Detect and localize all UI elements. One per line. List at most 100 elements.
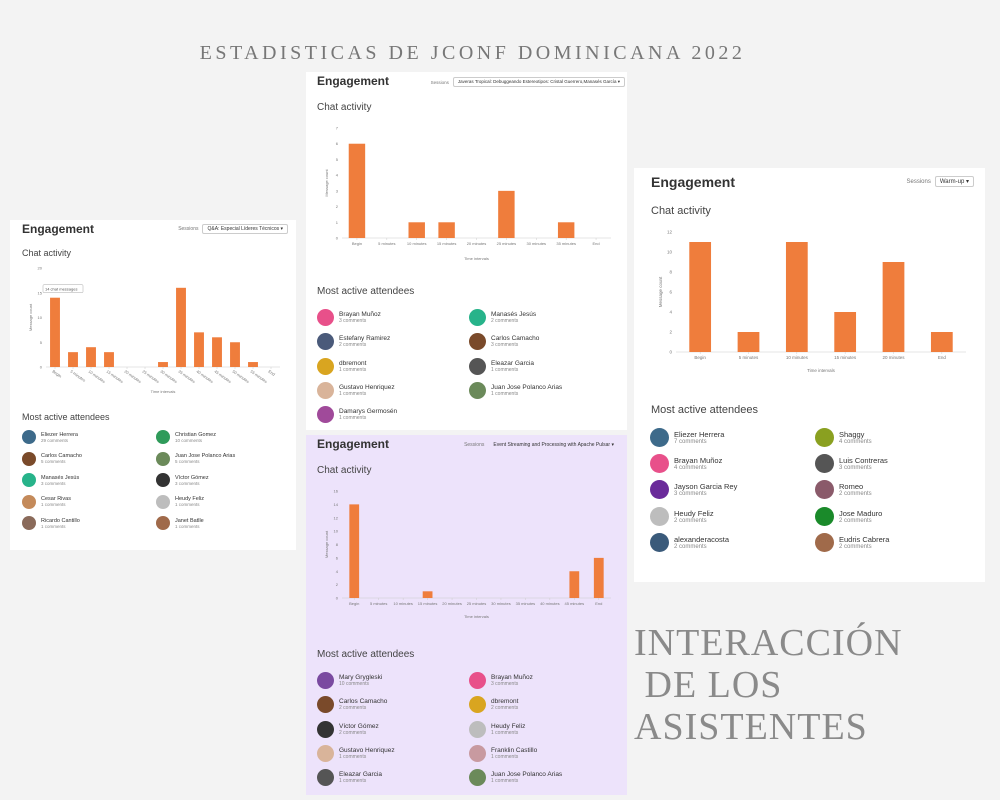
bar — [349, 504, 360, 598]
session-dropdown[interactable]: Event Streaming and Processing with Apac… — [488, 440, 619, 450]
attendee-item: Carlos Camacho 2 comments — [317, 696, 387, 714]
x-tick-label: 20 minutes — [442, 601, 462, 606]
bar — [737, 332, 760, 352]
attendee-comment-count: 1 comments — [339, 778, 367, 785]
attendee-item: Eudris Cabrera 2 comments — [815, 532, 889, 552]
bar — [834, 312, 857, 352]
attendee-comment-count: 1 comments — [339, 390, 367, 397]
avatar — [469, 720, 486, 738]
x-tick-label: 15 minutes — [418, 601, 438, 606]
avatar — [469, 672, 486, 689]
avatar — [317, 720, 334, 738]
x-tick-label: End — [595, 601, 602, 606]
attendee-name: Estefany Ramirez — [339, 335, 391, 343]
attendee-comment-count: 2 comments — [839, 543, 872, 550]
attendee-name: Heudy Feliz — [674, 508, 714, 518]
tooltip-text: 14 chat messages — [45, 287, 77, 292]
attendee-comment-count: 2 comments — [839, 491, 872, 498]
avatar — [317, 769, 334, 787]
attendee-name: Mary Grygleski — [339, 674, 383, 681]
avatar — [469, 333, 486, 351]
attendee-comment-count: 2 comments — [491, 318, 519, 324]
avatar — [22, 451, 36, 466]
x-axis-label: Time intervals — [464, 614, 489, 619]
y-tick-label: 0 — [669, 350, 672, 355]
attendee-item: Eleazar Garcia 1 comments — [317, 769, 382, 787]
attendee-item: Luis Contreras 3 comments — [815, 454, 888, 474]
y-tick-label: 5 — [40, 340, 43, 345]
attendee-comment-count: 5 comments — [175, 459, 200, 464]
attendee-name: Eliezer Herrera — [41, 431, 78, 438]
attendee-item: Ricardo Cantillo 1 comments — [22, 516, 80, 530]
bar — [68, 352, 78, 367]
session-value: Javeras Tropical: Debuggeando Estereotip… — [457, 79, 617, 84]
attendee-item: alexanderacosta 2 comments — [650, 532, 729, 552]
sessions-selector[interactable]: Sessions Event Streaming and Processing … — [464, 440, 619, 450]
bar — [593, 557, 604, 598]
avatar — [22, 473, 36, 487]
x-tick-label: 25 minutes — [467, 601, 487, 606]
x-tick-label: Begin — [694, 355, 706, 360]
sessions-label: Sessions — [430, 79, 449, 85]
attendee-name: Víctor Gómez — [175, 474, 209, 481]
most-active-title: Most active attendees — [317, 649, 415, 660]
chevron-down-icon: ▾ — [617, 79, 620, 84]
chat-activity-chart: 0 2 4 6 8 10 12 14 16 Message count Begin 5 minutes… — [324, 489, 611, 619]
y-tick-label: 6 — [669, 290, 672, 295]
avatar — [469, 769, 486, 787]
sessions-selector[interactable]: Sessions Javeras Tropical: Debuggeando E… — [431, 77, 625, 87]
y-tick-label: 1 — [336, 220, 339, 225]
y-axis-label: Message count — [658, 276, 663, 307]
avatar — [650, 428, 669, 447]
bar — [569, 571, 580, 598]
attendee-item: Carlos Camacho 3 comments — [469, 333, 539, 351]
bar — [930, 332, 953, 352]
attendee-name: Gustavo Henriquez — [339, 746, 395, 754]
attendee-item: Gustavo Henriquez 1 comments — [317, 744, 395, 762]
sessions-selector[interactable]: Sessions Q&A: Especial Líderes Técnicos … — [178, 224, 288, 234]
attendee-item: Manasés Jesús 2 comments — [469, 309, 536, 326]
sessions-label: Sessions — [906, 178, 931, 185]
sessions-label: Sessions — [464, 442, 485, 448]
x-tick-label: 30 minutes — [159, 369, 178, 384]
y-tick-label: 10 — [38, 315, 43, 320]
attendee-item: Juan Jose Polanco Arias 5 comments — [156, 451, 235, 466]
attendee-item: Juan Jose Polanco Arias 1 comments — [469, 769, 562, 787]
session-dropdown[interactable]: Javeras Tropical: Debuggeando Estereotip… — [452, 77, 625, 87]
attendee-comment-count: 1 comments — [339, 753, 367, 760]
attendee-comment-count: 1 comments — [491, 366, 519, 373]
attendee-comment-count: 5 comments — [41, 459, 66, 464]
y-tick-label: 10 — [667, 250, 673, 255]
avatar — [815, 454, 834, 474]
avatar — [22, 430, 36, 444]
session-dropdown[interactable]: Warm-up ▾ — [934, 176, 974, 187]
chat-activity-title: Chat activity — [317, 465, 372, 476]
x-tick-label: Begin — [352, 241, 362, 246]
bar — [785, 242, 808, 352]
attendee-comment-count: 1 comments — [491, 778, 519, 785]
engagement-heading: Engagement — [651, 174, 736, 190]
avatar — [469, 696, 486, 714]
attendee-item: Heudy Feliz 1 comments — [156, 494, 205, 509]
attendee-name: Romeo — [839, 482, 864, 492]
attendee-comment-count: 1 comments — [339, 415, 367, 422]
attendee-comment-count: 3 comments — [41, 480, 66, 486]
bar — [438, 222, 455, 238]
avatar — [469, 357, 486, 375]
sessions-selector[interactable]: Sessions Warm-up ▾ — [906, 176, 974, 187]
attendee-item: Christian Gomez 10 comments — [156, 430, 216, 444]
attendee-comment-count: 2 comments — [339, 342, 367, 349]
bar — [194, 332, 204, 367]
side-title: INTERACCIÓN DE LOS ASISTENTES — [634, 622, 903, 748]
attendee-item: Juan Jose Polanco Arias 1 comments — [469, 381, 562, 399]
y-tick-label: 12 — [667, 230, 673, 235]
session-dropdown[interactable]: Q&A: Especial Líderes Técnicos ▾ — [202, 224, 288, 234]
most-active-title: Most active attendees — [317, 286, 415, 297]
attendee-name: Heudy Feliz — [175, 496, 205, 502]
y-tick-label: 3 — [336, 188, 339, 193]
attendee-name: Ricardo Cantillo — [41, 517, 80, 524]
x-tick-label: 15 minutes — [437, 241, 457, 246]
avatar — [156, 473, 170, 487]
y-tick-label: 8 — [669, 270, 672, 275]
bar — [689, 242, 712, 352]
